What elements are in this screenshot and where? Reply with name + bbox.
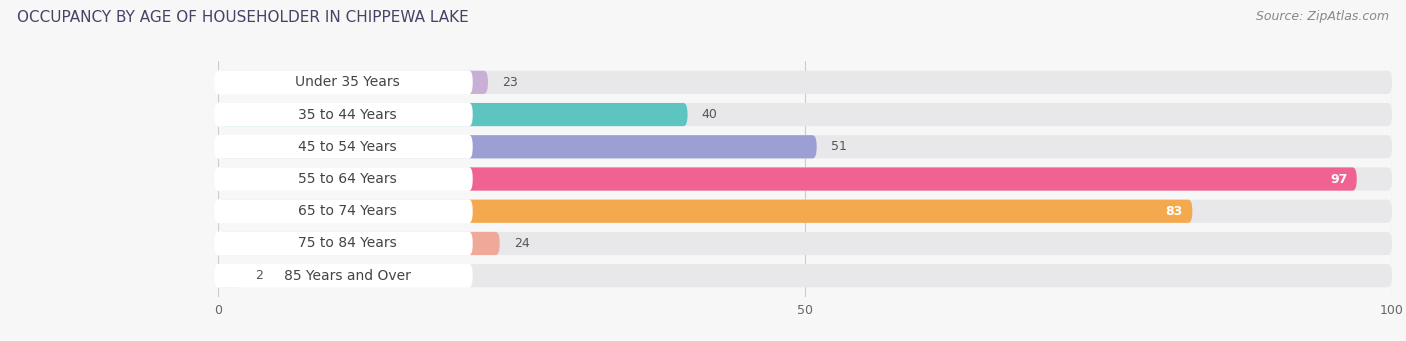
FancyBboxPatch shape (218, 167, 1392, 191)
Text: 75 to 84 Years: 75 to 84 Years (298, 237, 396, 251)
FancyBboxPatch shape (218, 264, 1392, 287)
FancyBboxPatch shape (218, 264, 242, 287)
FancyBboxPatch shape (218, 199, 1192, 223)
FancyBboxPatch shape (214, 70, 472, 94)
FancyBboxPatch shape (214, 135, 472, 159)
Text: 23: 23 (502, 76, 517, 89)
FancyBboxPatch shape (214, 199, 472, 223)
Text: 97: 97 (1330, 173, 1347, 186)
Text: OCCUPANCY BY AGE OF HOUSEHOLDER IN CHIPPEWA LAKE: OCCUPANCY BY AGE OF HOUSEHOLDER IN CHIPP… (17, 10, 468, 25)
FancyBboxPatch shape (214, 167, 472, 191)
Text: 35 to 44 Years: 35 to 44 Years (298, 107, 396, 121)
Text: 24: 24 (513, 237, 530, 250)
Text: 2: 2 (256, 269, 263, 282)
FancyBboxPatch shape (218, 135, 817, 159)
FancyBboxPatch shape (214, 103, 472, 127)
Text: 51: 51 (831, 140, 846, 153)
FancyBboxPatch shape (218, 103, 1392, 126)
Text: 85 Years and Over: 85 Years and Over (284, 269, 411, 283)
Text: 45 to 54 Years: 45 to 54 Years (298, 140, 396, 154)
FancyBboxPatch shape (218, 232, 1392, 255)
FancyBboxPatch shape (218, 232, 499, 255)
Text: 40: 40 (702, 108, 717, 121)
Text: 55 to 64 Years: 55 to 64 Years (298, 172, 396, 186)
FancyBboxPatch shape (218, 103, 688, 126)
FancyBboxPatch shape (218, 167, 1357, 191)
FancyBboxPatch shape (218, 135, 1392, 159)
Text: 65 to 74 Years: 65 to 74 Years (298, 204, 396, 218)
FancyBboxPatch shape (218, 71, 488, 94)
FancyBboxPatch shape (214, 264, 472, 288)
FancyBboxPatch shape (218, 71, 1392, 94)
Text: Under 35 Years: Under 35 Years (295, 75, 399, 89)
Text: 83: 83 (1166, 205, 1182, 218)
FancyBboxPatch shape (218, 199, 1392, 223)
Text: Source: ZipAtlas.com: Source: ZipAtlas.com (1256, 10, 1389, 23)
FancyBboxPatch shape (214, 232, 472, 255)
